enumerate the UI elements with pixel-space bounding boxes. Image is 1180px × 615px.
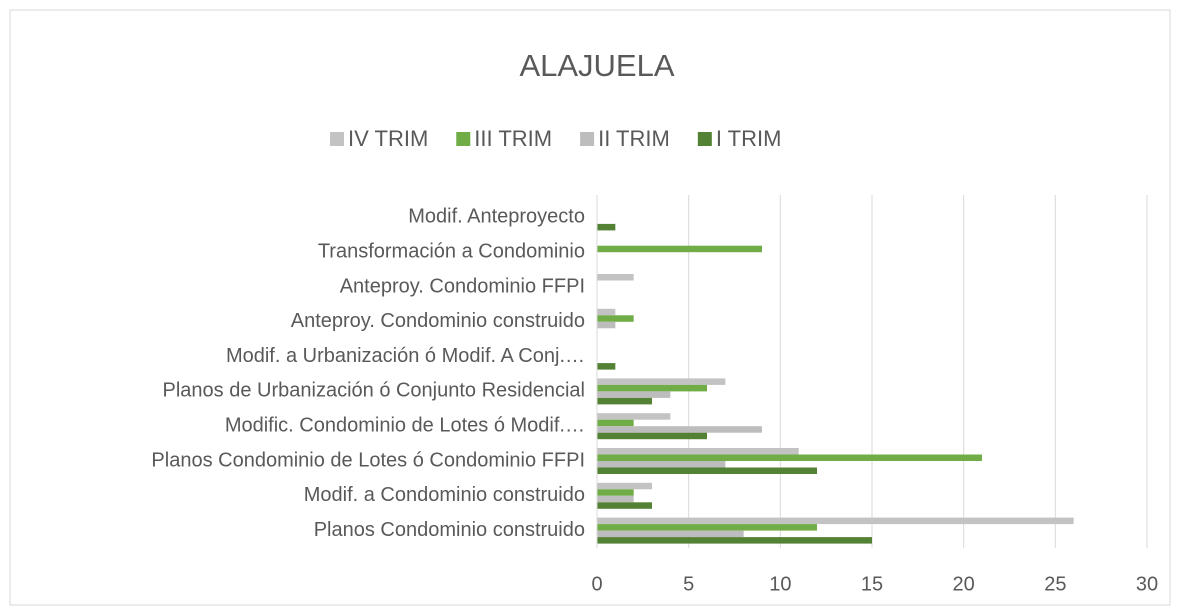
bar bbox=[597, 489, 634, 496]
bar bbox=[597, 448, 799, 455]
y-tick-label: Transformación a Condominio bbox=[318, 240, 585, 262]
x-tick-label: 15 bbox=[861, 573, 883, 595]
legend-swatch bbox=[456, 132, 471, 146]
bar bbox=[597, 397, 652, 405]
bar bbox=[597, 537, 872, 544]
bar bbox=[597, 363, 616, 370]
y-tick-label: Modif. a Urbanización ó Modif. A Conj.… bbox=[226, 345, 585, 367]
bar bbox=[597, 502, 652, 509]
y-tick-label: Planos Condominio construido bbox=[314, 519, 585, 541]
chart-border bbox=[9, 9, 1171, 606]
bar bbox=[597, 274, 634, 281]
bar bbox=[597, 454, 982, 461]
bar bbox=[597, 524, 817, 531]
y-tick-label: Planos Condominio de Lotes ó Condominio … bbox=[151, 449, 585, 471]
legend-swatch bbox=[580, 132, 595, 146]
bar bbox=[597, 245, 762, 253]
bar bbox=[597, 378, 726, 385]
legend-swatch bbox=[697, 132, 712, 146]
bar bbox=[597, 419, 634, 427]
bar bbox=[597, 530, 744, 538]
legend-label: I TRIM bbox=[716, 126, 782, 151]
y-tick-label: Anteproy. Condominio construido bbox=[291, 310, 585, 332]
x-tick-label: 25 bbox=[1044, 573, 1066, 595]
x-tick-label: 0 bbox=[591, 573, 602, 595]
bar bbox=[597, 467, 817, 474]
bar bbox=[597, 321, 616, 329]
y-tick-label: Modif. a Condominio construido bbox=[304, 484, 585, 506]
legend-label: II TRIM bbox=[598, 126, 670, 151]
legend-label: III TRIM bbox=[474, 126, 552, 151]
bar bbox=[597, 223, 616, 231]
y-tick-label: Anteproy. Condominio FFPI bbox=[340, 275, 585, 297]
bar bbox=[597, 517, 1074, 525]
legend-label: IV TRIM bbox=[348, 126, 428, 151]
x-tick-label: 20 bbox=[953, 573, 975, 595]
bar bbox=[597, 426, 762, 433]
legend-swatch bbox=[330, 132, 344, 146]
bar bbox=[597, 315, 634, 322]
y-tick-label: Modific. Condominio de Lotes ó Modif.… bbox=[225, 414, 585, 436]
bar bbox=[597, 432, 707, 440]
bar bbox=[597, 308, 616, 316]
bar bbox=[597, 495, 634, 503]
y-tick-label: Planos de Urbanización ó Conjunto Reside… bbox=[163, 380, 585, 402]
x-tick-label: 5 bbox=[683, 573, 694, 595]
bar bbox=[597, 391, 671, 398]
chart-title: ALAJUELA bbox=[519, 48, 674, 83]
x-tick-label: 10 bbox=[769, 573, 791, 595]
x-tick-label: 30 bbox=[1136, 573, 1158, 595]
bar bbox=[597, 413, 671, 420]
bar bbox=[597, 384, 707, 392]
bar bbox=[597, 461, 726, 468]
bar bbox=[597, 482, 652, 490]
y-tick-label: Modif. Anteproyecto bbox=[408, 206, 585, 228]
